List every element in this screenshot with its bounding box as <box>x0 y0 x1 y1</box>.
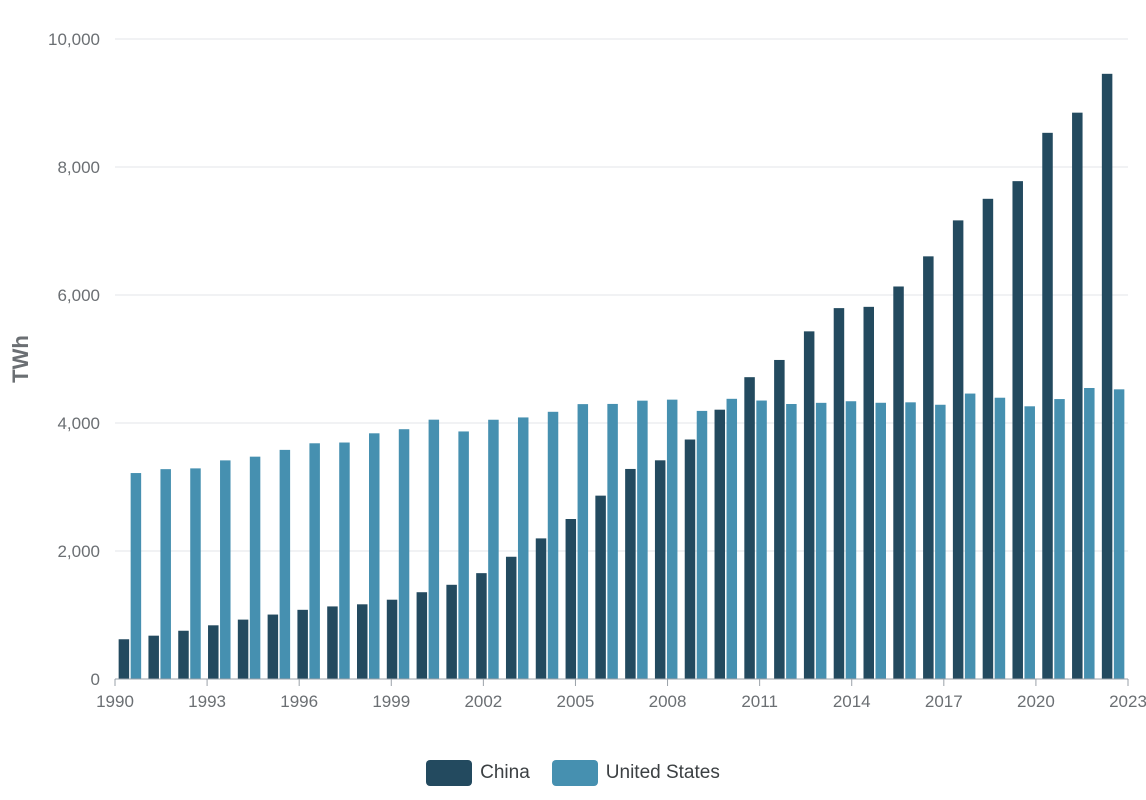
grid-lines <box>115 38 1128 552</box>
bar-china-1996[interactable] <box>297 609 308 679</box>
bar-united-states-2016[interactable] <box>905 402 916 679</box>
bar-united-states-2013[interactable] <box>815 402 827 679</box>
bar-united-states-2006[interactable] <box>607 403 618 679</box>
bar-united-states-2004[interactable] <box>547 411 559 679</box>
x-tick-label: 2005 <box>557 692 595 711</box>
bar-china-2011[interactable] <box>744 377 755 679</box>
bar-united-states-2008[interactable] <box>666 399 678 679</box>
bar-united-states-2003[interactable] <box>517 417 529 679</box>
bar-united-states-2015[interactable] <box>875 402 887 679</box>
bar-china-2013[interactable] <box>803 331 815 679</box>
bar-china-1991[interactable] <box>148 635 159 679</box>
bar-china-2006[interactable] <box>595 495 606 679</box>
bar-china-2023[interactable] <box>1101 73 1113 680</box>
bar-china-2012[interactable] <box>774 359 785 679</box>
legend-swatch-china <box>426 760 473 786</box>
bar-china-2002[interactable] <box>476 573 487 679</box>
bar-united-states-2022[interactable] <box>1084 387 1095 679</box>
bar-china-2021[interactable] <box>1042 132 1053 680</box>
x-tick-label: 2014 <box>833 692 871 711</box>
bar-united-states-2000[interactable] <box>428 419 440 679</box>
legend-swatch-united-states <box>551 760 598 786</box>
bar-china-2009[interactable] <box>684 439 696 679</box>
bar-china-2022[interactable] <box>1072 112 1083 679</box>
legend-item-china[interactable]: China <box>426 760 530 786</box>
bar-united-states-2023[interactable] <box>1113 389 1125 679</box>
bar-china-1998[interactable] <box>357 604 368 679</box>
bar-chart: 0 2,000 4,000 6,000 8,000 10,000 1990 1993 1996… <box>8 30 1146 711</box>
bar-united-states-1997[interactable] <box>339 442 350 679</box>
x-tick-label: 2017 <box>925 692 963 711</box>
bar-china-2007[interactable] <box>625 468 636 679</box>
bar-united-states-1999[interactable] <box>398 429 410 679</box>
y-tick-label: 0 <box>91 670 100 689</box>
bar-china-1992[interactable] <box>178 630 189 679</box>
y-axis-title: TWh <box>8 335 33 383</box>
bar-united-states-1995[interactable] <box>279 449 291 679</box>
bar-united-states-1993[interactable] <box>220 460 231 679</box>
y-tick-label: 10,000 <box>48 30 100 49</box>
bar-china-1993[interactable] <box>208 625 219 679</box>
x-tick-label: 2023 <box>1109 692 1146 711</box>
bar-united-states-1996[interactable] <box>309 443 320 679</box>
bar-united-states-2009[interactable] <box>696 410 708 679</box>
bar-china-2003[interactable] <box>505 556 517 679</box>
bar-united-states-1991[interactable] <box>160 469 171 679</box>
bar-china-2020[interactable] <box>1012 181 1023 680</box>
bar-china-2019[interactable] <box>982 198 994 680</box>
bar-china-2008[interactable] <box>654 460 666 679</box>
bar-united-states-2012[interactable] <box>786 403 797 679</box>
legend-label-united-states: United States <box>605 762 720 783</box>
bar-united-states-2017[interactable] <box>935 404 946 679</box>
y-axis-ticks: 0 2,000 4,000 6,000 8,000 10,000 <box>48 30 100 689</box>
x-axis-ticks: 1990 1993 1996 1999 2002 2005 2008 2011 2014 2017… <box>96 679 1146 711</box>
bar-china-2018[interactable] <box>952 220 964 679</box>
bar-china-2017[interactable] <box>923 256 934 679</box>
bar-united-states-2011[interactable] <box>756 400 767 679</box>
bar-china-1999[interactable] <box>386 599 398 679</box>
bar-united-states-1990[interactable] <box>130 473 142 679</box>
x-tick-label: 2020 <box>1017 692 1055 711</box>
x-tick-label: 1993 <box>188 692 226 711</box>
y-tick-label: 4,000 <box>57 414 100 433</box>
legend: China United States <box>0 760 1146 786</box>
x-tick-label: 2008 <box>649 692 687 711</box>
y-tick-label: 8,000 <box>57 158 100 177</box>
bar-china-1995[interactable] <box>267 614 279 679</box>
x-tick-label: 1999 <box>372 692 410 711</box>
bar-united-states-2020[interactable] <box>1024 406 1035 679</box>
legend-label-china: China <box>480 762 530 783</box>
x-tick-label: 1990 <box>96 692 134 711</box>
bar-united-states-2014[interactable] <box>845 401 857 679</box>
bar-china-2001[interactable] <box>446 584 457 679</box>
bar-united-states-2001[interactable] <box>458 431 469 679</box>
y-tick-label: 2,000 <box>57 542 100 561</box>
bar-china-2010[interactable] <box>714 409 726 679</box>
bar-china-2014[interactable] <box>833 308 845 679</box>
bar-china-1997[interactable] <box>327 606 338 679</box>
bar-united-states-2018[interactable] <box>964 393 976 679</box>
bar-united-states-2019[interactable] <box>994 397 1006 679</box>
bar-united-states-2002[interactable] <box>488 419 499 679</box>
y-tick-label: 6,000 <box>57 286 100 305</box>
bar-united-states-2005[interactable] <box>577 404 589 679</box>
bar-united-states-2010[interactable] <box>726 398 738 679</box>
bar-united-states-2007[interactable] <box>637 400 648 679</box>
bar-china-1990[interactable] <box>118 639 130 679</box>
bar-china-2015[interactable] <box>863 306 875 679</box>
bars <box>118 73 1125 680</box>
bar-united-states-1998[interactable] <box>369 433 380 679</box>
bar-united-states-1992[interactable] <box>190 468 201 679</box>
x-tick-label: 2002 <box>464 692 502 711</box>
x-tick-label: 2011 <box>741 692 778 711</box>
bar-united-states-1994[interactable] <box>249 456 261 679</box>
x-tick-label: 1996 <box>280 692 318 711</box>
bar-china-2016[interactable] <box>893 286 904 679</box>
bar-china-2000[interactable] <box>416 592 428 679</box>
bar-united-states-2021[interactable] <box>1054 399 1065 679</box>
bar-china-2004[interactable] <box>535 538 547 679</box>
bar-china-1994[interactable] <box>237 619 249 679</box>
bar-china-2005[interactable] <box>565 519 577 679</box>
legend-item-united-states[interactable]: United States <box>551 760 720 786</box>
